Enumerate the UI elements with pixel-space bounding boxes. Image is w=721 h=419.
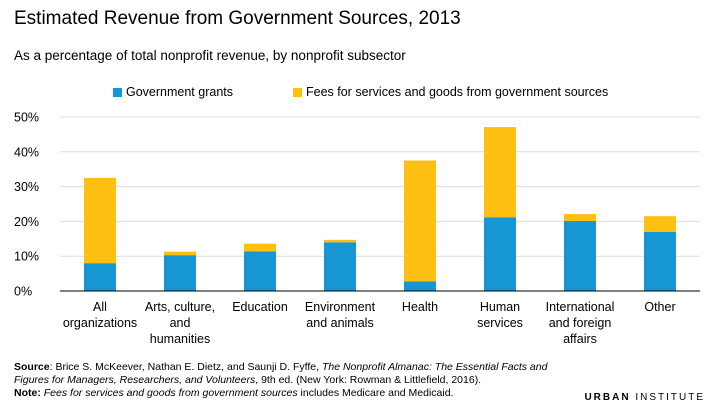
chart-title: Estimated Revenue from Government Source… [14, 8, 461, 29]
y-tick-label: 30% [14, 180, 39, 194]
bar-segment-fees [84, 177, 116, 264]
note-text: includes Medicare and Medicaid. [297, 387, 454, 399]
bar-segment-fees [244, 243, 276, 252]
category-label: Environment and animals [305, 300, 376, 330]
bar-segment-grants [404, 281, 436, 291]
source-text-2: , 9th ed. (New York: Rowman & Littlefiel… [255, 374, 482, 386]
bar-segment-grants [84, 263, 116, 291]
urban-institute-logo: URBAN INSTITUTE [584, 392, 705, 403]
category-label: Education [232, 300, 288, 314]
category-label: All organizations [63, 300, 137, 330]
category-label: Health [402, 300, 438, 314]
y-tick-label: 40% [14, 145, 39, 159]
chart-legend: Government grants Fees for services and … [0, 85, 721, 103]
note-label: Note: [14, 387, 41, 399]
bar-segment-fees [404, 160, 436, 282]
category-label: Other [644, 300, 675, 314]
y-tick-label: 0% [14, 285, 32, 299]
category-label: International and foreign affairs [546, 300, 615, 346]
bar-segment-grants [244, 251, 276, 291]
brand-strong: URBAN [584, 392, 631, 403]
legend-item-grants: Government grants [113, 85, 233, 99]
chart-subtitle: As a percentage of total nonprofit reven… [14, 48, 406, 63]
y-tick-label: 20% [14, 215, 39, 229]
source-text-1: : Brice S. McKeever, Nathan E. Dietz, an… [49, 361, 322, 373]
bar-segment-grants [164, 255, 196, 291]
bar-segment-fees [324, 239, 356, 243]
y-tick-label: 10% [14, 250, 39, 264]
legend-label-grants: Government grants [126, 85, 233, 99]
category-label: Human services [477, 300, 523, 330]
source-label: Source [14, 361, 50, 373]
note-line: Note: Fees for services and goods from g… [14, 387, 574, 400]
bar-segment-grants [324, 242, 356, 291]
bar-segment-grants [564, 221, 596, 291]
bar-segment-grants [644, 231, 676, 291]
legend-label-fees: Fees for services and goods from governm… [306, 85, 609, 99]
legend-item-fees: Fees for services and goods from governm… [293, 85, 608, 99]
source-note: Source: Brice S. McKeever, Nathan E. Die… [14, 361, 574, 400]
note-italic: Fees for services and goods from governm… [43, 387, 298, 399]
bar-segment-fees [564, 214, 596, 222]
brand-rest: INSTITUTE [630, 392, 705, 403]
category-label: Arts, culture, and humanities [145, 300, 215, 346]
bar-segment-fees [164, 251, 196, 256]
bar-segment-fees [484, 127, 516, 218]
y-tick-label: 50% [14, 111, 39, 125]
legend-swatch-grants [113, 87, 122, 97]
source-book-title: The Nonprofit Almanac: The Essential Fac… [14, 361, 548, 386]
bar-segment-grants [484, 217, 516, 291]
bar-segment-fees [644, 216, 676, 232]
source-line: Source: Brice S. McKeever, Nathan E. Die… [14, 361, 574, 387]
legend-swatch-fees [293, 87, 302, 97]
stacked-bar-chart: 0% 10% 20% 30% 40% 50% All organizations Arts, c… [14, 111, 700, 346]
